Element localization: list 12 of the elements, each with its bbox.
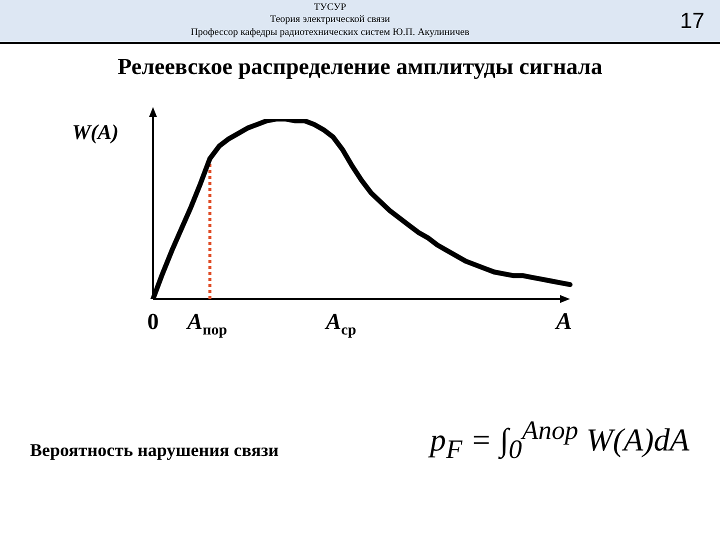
x-axis-title: A (556, 309, 572, 336)
text: Теория электрической связи (270, 14, 390, 25)
y-axis-title: W(A) (72, 120, 119, 145)
text: Профессор кафедры радиотехнических систем Ю.П. Акулиничев (190, 27, 470, 38)
x-tick-label: A$_{пор}$ (187, 309, 228, 340)
text: Вероятность нарушения связи (30, 440, 279, 461)
text: ТУСУР (314, 2, 346, 13)
chart-title: Релеевское распределение амплитуды сигнала (116, 54, 604, 80)
x-tick-label: 0 (147, 309, 159, 335)
x-tick-label: A$_{ср}$ (326, 309, 356, 340)
text: p$_{F}$ = ∫$_{0}$$^{Aпор}$ W(A)dA (430, 415, 690, 466)
text: 17 (680, 8, 704, 34)
